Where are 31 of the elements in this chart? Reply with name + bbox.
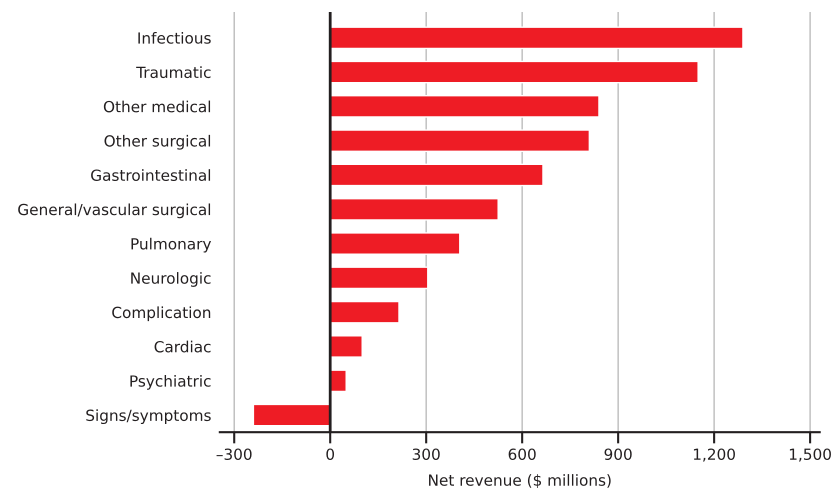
y-tick-label: Psychiatric — [130, 374, 211, 390]
bar — [252, 404, 331, 426]
y-tick-label: Cardiac — [154, 340, 211, 352]
x-tick-label: 0 — [326, 448, 334, 460]
x-tick-label: 300 — [412, 448, 440, 460]
y-tick-label: Signs/symptoms — [86, 409, 211, 424]
y-tick-label: Traumatic — [136, 66, 211, 78]
x-tick-label: 1,200 — [694, 448, 735, 462]
y-tick-label: Complication — [112, 306, 210, 322]
bar — [330, 300, 400, 324]
bar — [330, 335, 363, 358]
y-tick-label: Other medical — [104, 100, 210, 112]
x-tick-label: 900 — [604, 448, 632, 460]
y-tick-label: Neurologic — [131, 272, 211, 287]
y-tick-label: Gastrointestinal — [91, 169, 210, 181]
bar — [330, 95, 600, 118]
bar — [330, 232, 460, 255]
bar — [330, 60, 699, 84]
x-tick-label: –300 — [216, 448, 252, 460]
bar — [330, 266, 428, 290]
x-axis-title: Net revenue ($ millions) — [429, 474, 611, 488]
bar — [330, 164, 544, 186]
y-tick-label: Infectious — [138, 32, 211, 44]
y-tick-label: Other surgical — [104, 134, 210, 150]
bar — [330, 26, 744, 50]
x-tick-label: 1,500 — [790, 448, 831, 462]
bar — [330, 198, 499, 221]
y-tick-label: Pulmonary — [132, 238, 212, 253]
y-tick-label: General/vascular surgical — [18, 203, 210, 218]
bar — [330, 129, 590, 152]
x-tick-label: 600 — [508, 448, 536, 460]
